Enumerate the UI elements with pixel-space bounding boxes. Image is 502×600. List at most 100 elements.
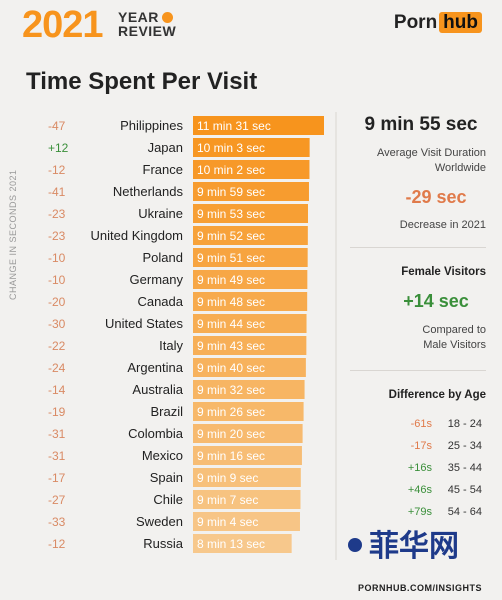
bar-value-label: 9 min 16 sec (197, 449, 265, 463)
age-range-label: 25 - 34 (447, 440, 482, 452)
change-label: -22 (48, 339, 66, 353)
bar-value-label: 9 min 43 sec (197, 339, 265, 353)
female-visitors-desc: Compared to Male Visitors (422, 324, 486, 351)
change-label: -24 (48, 361, 66, 375)
country-label: Russia (143, 536, 184, 551)
bar (193, 424, 303, 443)
country-label: Italy (159, 338, 183, 353)
bar-value-label: 10 min 3 sec (197, 141, 265, 155)
decrease-desc: Decrease in 2021 (399, 219, 486, 231)
divider (350, 370, 486, 371)
bar (193, 226, 308, 245)
change-label: -17 (48, 471, 66, 485)
change-label: -10 (48, 251, 66, 265)
bar-value-label: 9 min 7 sec (197, 493, 258, 507)
bar-value-label: 11 min 31 sec (197, 119, 271, 133)
change-label: -27 (48, 493, 66, 507)
country-label: Poland (143, 250, 183, 265)
footer-link[interactable]: PORNHUB.COM/INSIGHTS (357, 583, 482, 593)
bar (193, 204, 308, 223)
decrease-value: -29 sec (405, 187, 467, 207)
bar (193, 138, 310, 157)
change-label: -14 (48, 383, 66, 397)
bar-value-label: 10 min 2 sec (197, 163, 265, 177)
year-in-review-label: YEARIN REVIEW (118, 9, 177, 39)
bar (193, 314, 307, 333)
bar (193, 446, 302, 465)
page-title: Time Spent Per Visit (26, 68, 258, 95)
country-label: Brazil (150, 404, 183, 419)
age-row: +79s 54 - 64 (390, 506, 486, 518)
bar (193, 248, 308, 267)
bar-value-label: 9 min 51 sec (197, 251, 265, 265)
bar (193, 380, 305, 399)
country-label: United Kingdom (91, 228, 184, 243)
bar-value-label: 9 min 26 sec (197, 405, 265, 419)
country-label: Colombia (128, 426, 184, 441)
brand-logo[interactable]: Porn hub (394, 12, 482, 34)
bar (193, 160, 310, 179)
change-label: +12 (48, 141, 69, 155)
in-badge-icon: IN (161, 11, 173, 23)
country-label: Spain (150, 470, 183, 485)
country-label: Japan (148, 140, 183, 155)
bar (193, 468, 301, 487)
bar-value-label: 9 min 53 sec (197, 207, 265, 221)
change-label: -12 (48, 537, 66, 551)
bar-value-label: 9 min 44 sec (197, 317, 265, 331)
bar (193, 182, 309, 201)
watermark-logo: 菲华网 (348, 529, 459, 564)
watermark-text: 菲华网 (369, 529, 459, 564)
change-label: -20 (48, 295, 66, 309)
age-range-label: 45 - 54 (447, 484, 482, 496)
bar (193, 490, 301, 509)
age-row: -61s 18 - 24 (390, 418, 486, 430)
country-label: Mexico (142, 448, 183, 463)
female-visitors-value: +14 sec (403, 291, 469, 311)
age-row: -17s 25 - 34 (390, 440, 486, 452)
change-label: -23 (48, 207, 66, 221)
bar-value-label: 9 min 49 sec (197, 273, 265, 287)
age-diff-value: +79s (407, 506, 432, 518)
female-visitors-title: Female Visitors (401, 266, 486, 278)
bar-value-label: 9 min 40 sec (197, 361, 265, 375)
age-diff-value: +16s (407, 462, 432, 474)
country-label: Netherlands (113, 184, 184, 199)
bar-value-label: 9 min 59 sec (197, 185, 265, 199)
age-row: +16s 35 - 44 (390, 462, 486, 474)
country-label: Canada (137, 294, 183, 309)
bar-value-label: 8 min 13 sec (197, 537, 265, 551)
age-range-label: 35 - 44 (447, 462, 482, 474)
bar-value-label: 9 min 4 sec (197, 515, 258, 529)
bar (193, 512, 300, 531)
change-label: -30 (48, 317, 66, 331)
change-label: -47 (48, 119, 66, 133)
bar (193, 292, 308, 311)
bar-value-label: 9 min 9 sec (197, 471, 258, 485)
age-row: +46s 45 - 54 (390, 484, 486, 496)
change-label: -41 (48, 185, 66, 199)
bar-value-label: 9 min 48 sec (197, 295, 265, 309)
change-label: -33 (48, 515, 66, 529)
year-title: 2021 (22, 4, 104, 46)
bar-value-label: 9 min 20 sec (197, 427, 265, 441)
country-label: Australia (132, 382, 183, 397)
change-label: -10 (48, 273, 66, 287)
country-label: Philippines (120, 118, 183, 133)
bar (193, 402, 304, 421)
bar (193, 270, 308, 289)
change-label: -12 (48, 163, 66, 177)
country-label: Chile (153, 492, 183, 507)
age-diff-value: -61s (410, 418, 432, 430)
age-diff-value: +46s (407, 484, 432, 496)
divider (350, 247, 486, 248)
age-range-label: 18 - 24 (447, 418, 482, 430)
country-label: France (143, 162, 183, 177)
age-diff-value: -17s (410, 440, 432, 452)
age-range-label: 54 - 64 (447, 506, 482, 518)
country-label: Germany (130, 272, 184, 287)
change-label: -23 (48, 229, 66, 243)
avg-duration-value: 9 min 55 sec (364, 114, 478, 135)
